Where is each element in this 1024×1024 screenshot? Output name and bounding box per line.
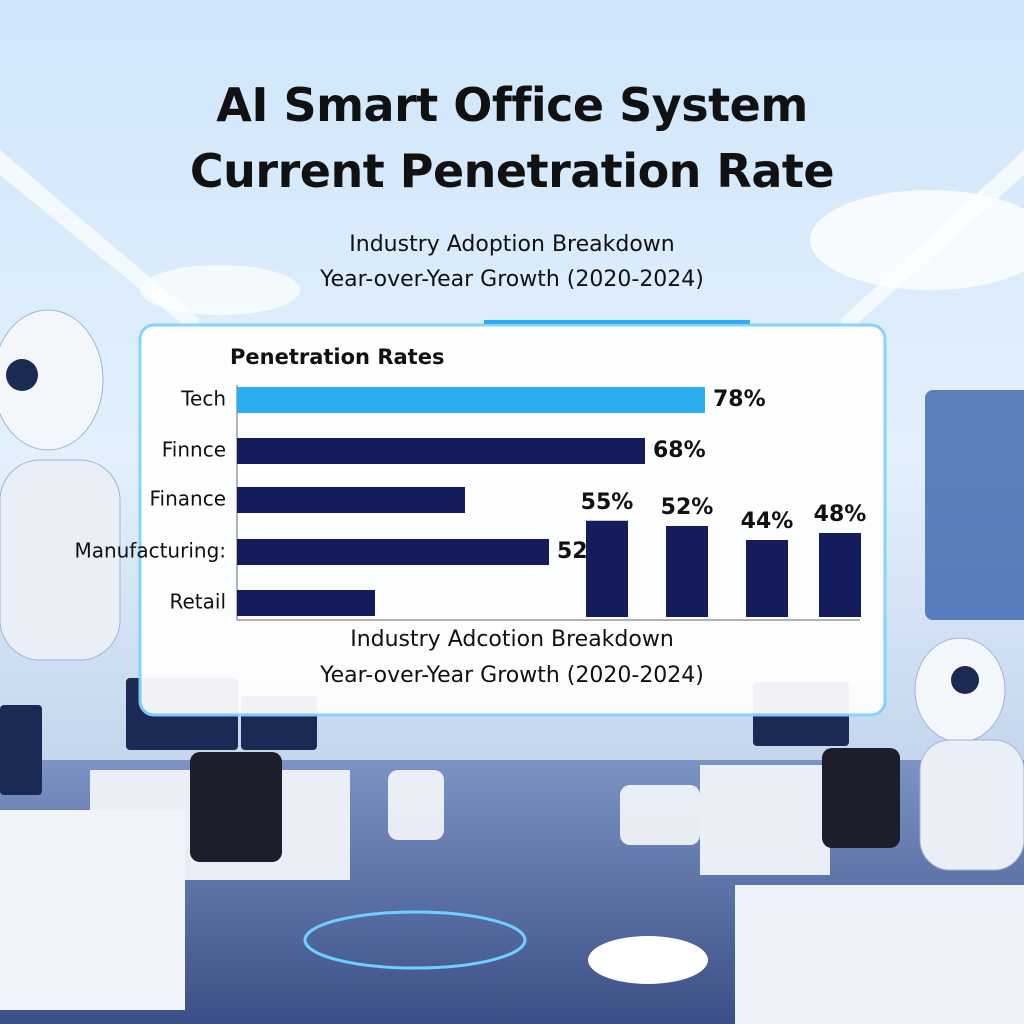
chair [190,752,282,862]
category-label: Manufacturing: [74,539,226,563]
server-icon [620,785,700,845]
robot-body [919,739,1024,871]
robot-head [0,309,104,451]
cloud-icon [588,936,708,984]
cloud [810,190,1024,290]
category-label: Retail [169,590,226,614]
category-label: Finance [149,487,226,511]
value-label: 55% [581,490,634,515]
desk [700,765,830,875]
value-label: 44% [741,509,794,534]
caption: Year-over-Year Growth (2020-2024) [319,663,704,688]
monitor [0,705,42,795]
bar [237,387,705,413]
desk [735,885,1024,1024]
bar [237,487,465,513]
bar [237,590,375,616]
wall-screen [925,390,1024,620]
bar [237,438,645,464]
robot-body [0,459,121,661]
value-label: 68% [653,438,706,463]
cloud [140,265,300,315]
subtitle: Industry Adoption Breakdown [349,232,674,257]
robot-eye [951,666,979,694]
caption: Industry Adcotion Breakdown [350,627,674,652]
category-label: Finnce [162,438,226,462]
panel-title: Penetration Rates [230,345,444,369]
value-label: 78% [713,387,766,412]
category-label: Tech [180,387,226,411]
value-label: 48% [814,502,867,527]
bar [237,539,549,565]
column [666,526,708,617]
database-icon [388,770,444,840]
column [746,540,788,617]
chair [822,748,900,848]
desk [0,810,185,1010]
column [586,520,628,617]
holo-ring [303,910,527,970]
chart-panel [138,323,887,717]
chart-title: AI Smart Office System Current Penetrati… [189,78,835,198]
robot-eye [6,359,38,391]
value-label: 52% [661,495,714,520]
column [819,533,861,617]
subtitle: Year-over-Year Growth (2020-2024) [319,267,704,292]
